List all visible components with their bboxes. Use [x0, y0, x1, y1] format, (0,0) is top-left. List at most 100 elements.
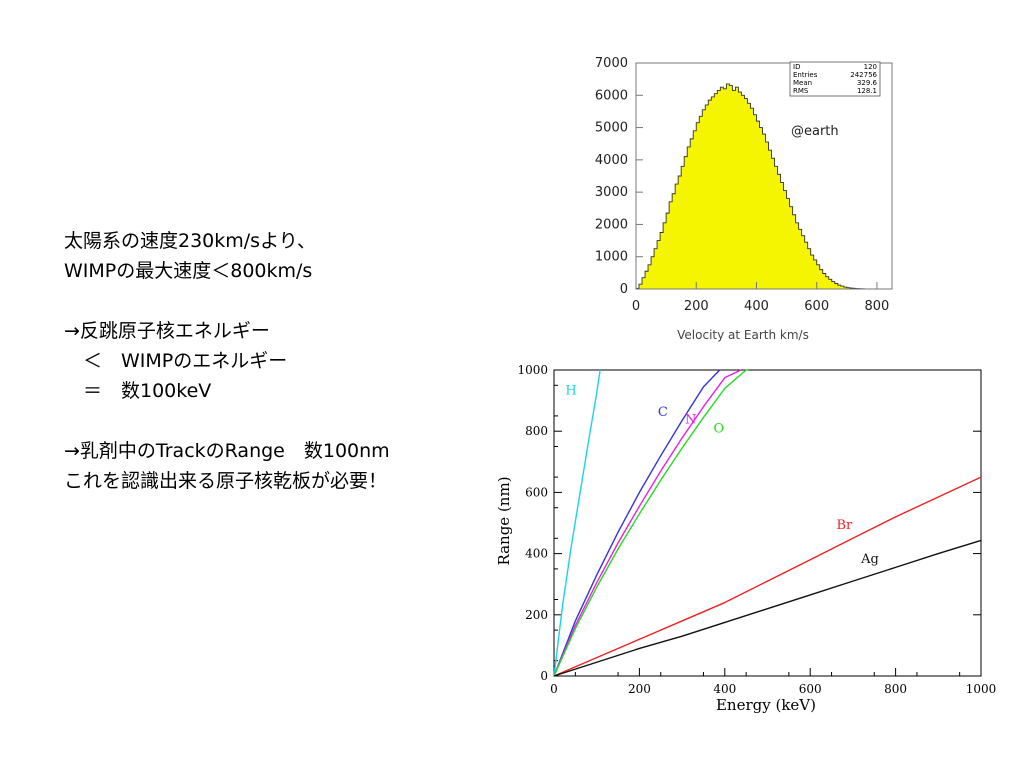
- histogram-bin: [834, 283, 839, 289]
- velocity-histogram: 0 1000 2000 3000 4000 5000 6000 7000 0 200 400 600 8…: [595, 56, 893, 342]
- series-line-n: [553, 369, 742, 677]
- histogram-bin: [756, 121, 760, 289]
- stats-label: ID: [793, 63, 800, 71]
- histogram-outline: [635, 83, 872, 290]
- histogram-bin: [825, 276, 830, 289]
- histogram-y-tick-label: 4000: [595, 153, 628, 168]
- histogram-bin: [792, 214, 796, 289]
- blank-line: [64, 406, 504, 436]
- range-x-tick-label: 200: [628, 682, 651, 696]
- text-line: 太陽系の速度230km/sより、: [64, 230, 316, 252]
- histogram-bin: [840, 286, 845, 289]
- histogram-bin: [666, 213, 670, 289]
- series-label-n: N: [685, 413, 696, 428]
- stats-label: Mean: [793, 79, 812, 87]
- series-line-ag: [553, 539, 982, 677]
- histogram-y-tick-label: 0: [620, 282, 628, 297]
- histogram-y-tick-label: 2000: [595, 217, 628, 232]
- stats-value: 120: [864, 63, 877, 71]
- histogram-bin: [705, 104, 709, 289]
- histogram-bin: [738, 92, 742, 289]
- stats-value: 128.1: [857, 87, 877, 95]
- histogram-bin: [795, 222, 799, 289]
- histogram-frame: [635, 62, 893, 290]
- histogram-bin: [678, 176, 682, 289]
- blank-line: [64, 286, 504, 316]
- histogram-bin: [723, 88, 727, 289]
- series-line-o: [553, 369, 749, 677]
- histogram-bin: [828, 279, 833, 289]
- histogram-axis-ticks: 0 1000 2000 3000 4000 5000 6000 7000 0 200 400 600 8…: [595, 56, 889, 314]
- series-label-o: O: [713, 422, 724, 437]
- histogram-bin: [717, 90, 721, 289]
- histogram-bin: [786, 198, 790, 289]
- range-y-tick-label: 400: [525, 547, 548, 561]
- slide-text: 太陽系の速度230km/sより、 WIMPの最大速度＜800km/s →反跳原子核エ…: [64, 226, 504, 496]
- histogram-bin: [801, 235, 805, 289]
- histogram-bin: [798, 229, 802, 289]
- histogram-bin: [708, 100, 712, 289]
- histogram-bin: [831, 281, 836, 289]
- range-x-tick-label: 600: [799, 682, 822, 696]
- histogram-bin: [762, 134, 766, 289]
- histogram-bin: [663, 222, 667, 289]
- histogram-bin: [732, 90, 736, 289]
- range-energy-chart: 0 200 400 600 800 1000 0 200 400 600 800 1000 H C N O B…: [495, 363, 997, 714]
- histogram-bin: [693, 130, 697, 289]
- histogram-bin: [789, 206, 793, 289]
- histogram-bin: [657, 240, 661, 289]
- histogram-bin: [696, 122, 700, 289]
- histogram-bin: [651, 256, 655, 289]
- histogram-bin: [813, 259, 818, 289]
- histogram-bin: [648, 264, 652, 289]
- series-label-h: H: [565, 383, 576, 398]
- histogram-y-tick-label: 1000: [595, 250, 628, 265]
- histogram-bin: [690, 138, 694, 289]
- text-line: →反跳原子核エネルギー: [64, 320, 270, 342]
- histogram-bin: [747, 103, 751, 289]
- histogram-bin: [780, 182, 784, 289]
- stats-label: RMS: [793, 87, 809, 95]
- histogram-bin: [639, 284, 643, 289]
- range-x-tick-label: 1000: [966, 682, 997, 696]
- histogram-y-tick-label: 7000: [595, 56, 628, 71]
- histogram-bin: [714, 93, 718, 289]
- stats-value: 329.6: [857, 79, 878, 87]
- range-y-tick-label: 200: [525, 608, 548, 622]
- series-label-ag: Ag: [860, 552, 879, 567]
- histogram-bin: [702, 109, 706, 289]
- histogram-bin: [729, 85, 733, 289]
- histogram-annotation: @earth: [791, 124, 839, 139]
- series-line-c: [553, 369, 721, 677]
- histogram-bin: [735, 87, 739, 289]
- histogram-bin: [720, 87, 724, 289]
- histogram-bin: [822, 273, 827, 289]
- range-chart-y-axis-label: Range (nm): [495, 476, 513, 565]
- range-x-tick-label: 400: [713, 682, 736, 696]
- range-chart-frame: [553, 369, 982, 677]
- range-y-tick-label: 600: [525, 485, 548, 499]
- histogram-bin: [768, 150, 772, 289]
- histogram-y-tick-label: 3000: [595, 185, 628, 200]
- histogram-bin: [810, 255, 814, 289]
- histogram-bin: [687, 146, 691, 289]
- histogram-bin: [672, 193, 676, 289]
- histogram-bin: [675, 184, 679, 289]
- stats-label: Entries: [793, 71, 818, 79]
- range-y-tick-label: 0: [540, 669, 548, 683]
- range-x-tick-label: 0: [550, 682, 558, 696]
- range-y-tick-label: 800: [525, 424, 548, 438]
- histogram-x-tick-label: 800: [865, 299, 890, 314]
- histogram-bin: [816, 264, 821, 289]
- histogram-bin: [804, 242, 808, 289]
- histogram-bin: [819, 269, 824, 289]
- histogram-x-tick-label: 0: [632, 299, 640, 314]
- histogram-bin: [726, 83, 730, 289]
- histogram-bin: [654, 248, 658, 289]
- histogram-bin: [846, 287, 851, 289]
- histogram-bin: [699, 116, 703, 290]
- series-label-br: Br: [836, 518, 853, 533]
- histogram-bars: [635, 83, 872, 290]
- range-y-tick-label: 1000: [517, 363, 548, 377]
- histogram-bin: [783, 190, 787, 289]
